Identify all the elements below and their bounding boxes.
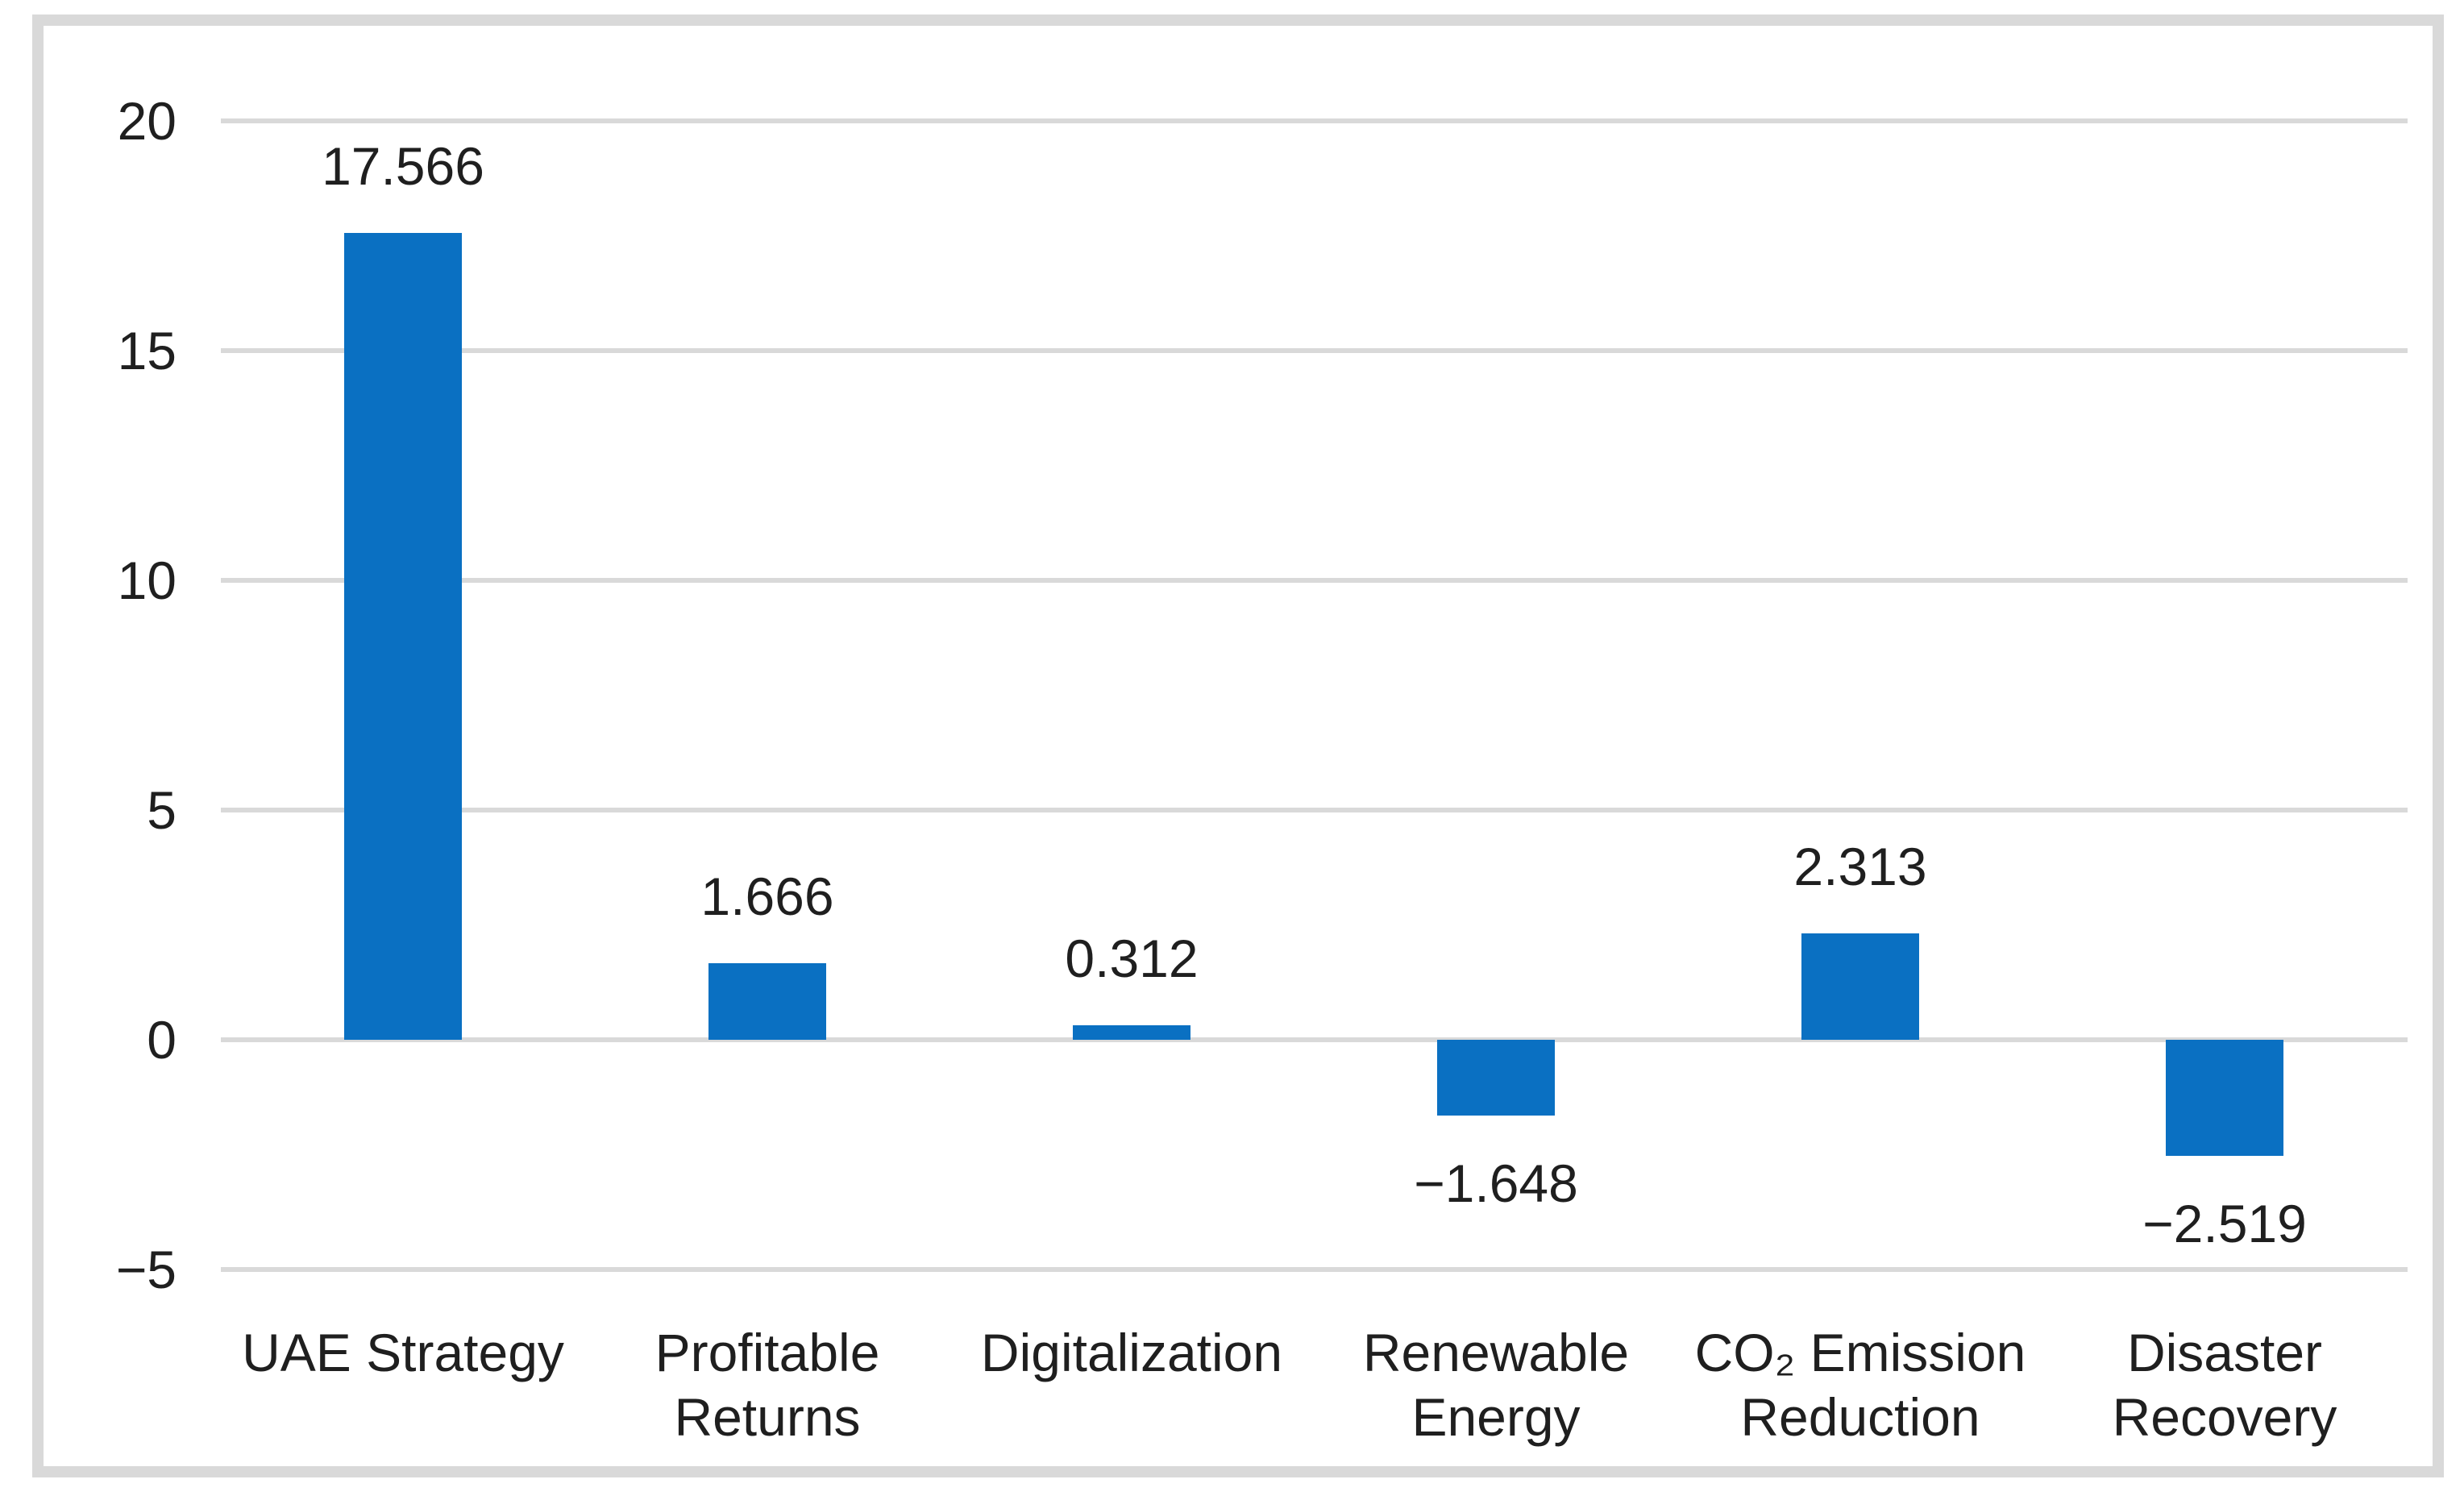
gridline-10 xyxy=(221,578,2408,583)
chart-frame: 20 15 10 5 0 −5 17.566 1.666 0.312 −1.64… xyxy=(32,15,2444,1477)
y-tick-label: 10 xyxy=(117,551,177,610)
bar-co2-emission-reduction xyxy=(1801,933,1919,1040)
y-tick-label: −5 xyxy=(115,1240,177,1299)
x-category-label: UAE Strategy xyxy=(242,1323,564,1382)
x-category-label: Profitable Returns xyxy=(654,1323,880,1447)
bar-value-label: 17.566 xyxy=(322,136,484,196)
bar-digitalization xyxy=(1073,1025,1190,1040)
bar-profitable-returns xyxy=(708,963,826,1040)
bar-value-label: 2.313 xyxy=(1793,837,1927,896)
gridline-5 xyxy=(221,808,2408,812)
gridline-15 xyxy=(221,348,2408,353)
x-category-label: CO₂ Emission Reduction xyxy=(1694,1323,2026,1447)
y-tick-label: 5 xyxy=(147,780,177,840)
gridline-zero-axis xyxy=(221,1037,2408,1042)
x-category-label: Digitalization xyxy=(980,1323,1283,1382)
bar-renewable-energy xyxy=(1437,1040,1555,1116)
x-category-label: Disaster Recovery xyxy=(2112,1323,2337,1447)
x-category-label: Renewable Energy xyxy=(1362,1323,1630,1447)
bar-value-label: −1.648 xyxy=(1414,1153,1578,1213)
bar-value-label: 0.312 xyxy=(1065,929,1199,988)
bar-value-label: 1.666 xyxy=(700,866,834,926)
y-tick-label: 20 xyxy=(117,91,177,151)
bar-uae-strategy xyxy=(344,233,462,1040)
y-tick-label: 15 xyxy=(117,321,177,380)
bar-disaster-recovery xyxy=(2166,1040,2283,1156)
gridline-minus-5 xyxy=(221,1267,2408,1272)
gridline-20 xyxy=(221,118,2408,123)
bar-value-label: −2.519 xyxy=(2142,1194,2307,1253)
y-tick-label: 0 xyxy=(147,1010,177,1070)
